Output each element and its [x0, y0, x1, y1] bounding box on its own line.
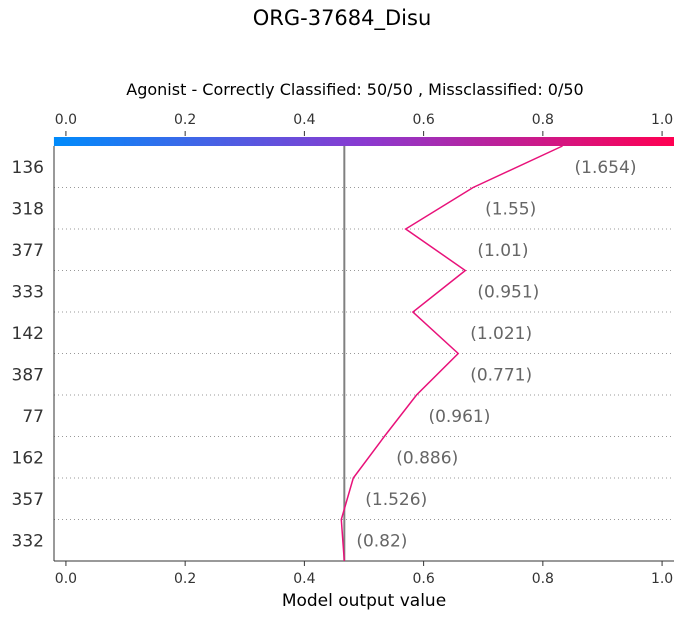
feature-value-label: (1.01)	[477, 241, 528, 261]
bottom-tick-label: 0.6	[412, 571, 434, 587]
feature-value-label: (0.82)	[356, 531, 407, 551]
feature-label: 77	[22, 407, 44, 427]
top-tick-label: 0.2	[174, 112, 196, 128]
colorbar	[53, 137, 674, 146]
feature-value-label: (0.771)	[470, 365, 532, 385]
feature-value-label: (1.526)	[365, 490, 427, 510]
feature-label: 318	[12, 199, 44, 219]
x-axis-label: Model output value	[282, 591, 446, 611]
top-tick-label: 1.0	[651, 112, 673, 128]
feature-value-label: (0.951)	[477, 282, 539, 302]
feature-label: 377	[12, 241, 44, 261]
feature-label: 162	[12, 448, 44, 468]
feature-label: 136	[12, 158, 44, 178]
bottom-tick-label: 0.4	[293, 571, 315, 587]
feature-label: 387	[12, 365, 44, 385]
bottom-tick-label: 0.0	[55, 571, 77, 587]
chart-title: ORG-37684_Disu	[252, 6, 432, 30]
feature-label: 142	[12, 324, 44, 344]
top-tick-label: 0.6	[412, 112, 434, 128]
decision-path-line	[340, 145, 563, 562]
top-tick-label: 0.4	[293, 112, 315, 128]
bottom-tick-label: 0.2	[174, 571, 196, 587]
bottom-tick-label: 0.8	[532, 571, 554, 587]
feature-label: 332	[12, 531, 44, 551]
feature-label: 333	[12, 282, 44, 302]
feature-value-label: (1.654)	[575, 158, 637, 178]
feature-label: 357	[12, 490, 44, 510]
chart-subtitle: Agonist - Correctly Classified: 50/50 , …	[126, 80, 584, 99]
feature-value-label: (0.886)	[396, 448, 458, 468]
feature-value-label: (0.961)	[428, 407, 490, 427]
top-tick-label: 0.8	[532, 112, 554, 128]
feature-value-label: (1.021)	[470, 324, 532, 344]
feature-value-label: (1.55)	[485, 199, 536, 219]
bottom-tick-label: 1.0	[651, 571, 673, 587]
top-tick-label: 0.0	[55, 112, 77, 128]
